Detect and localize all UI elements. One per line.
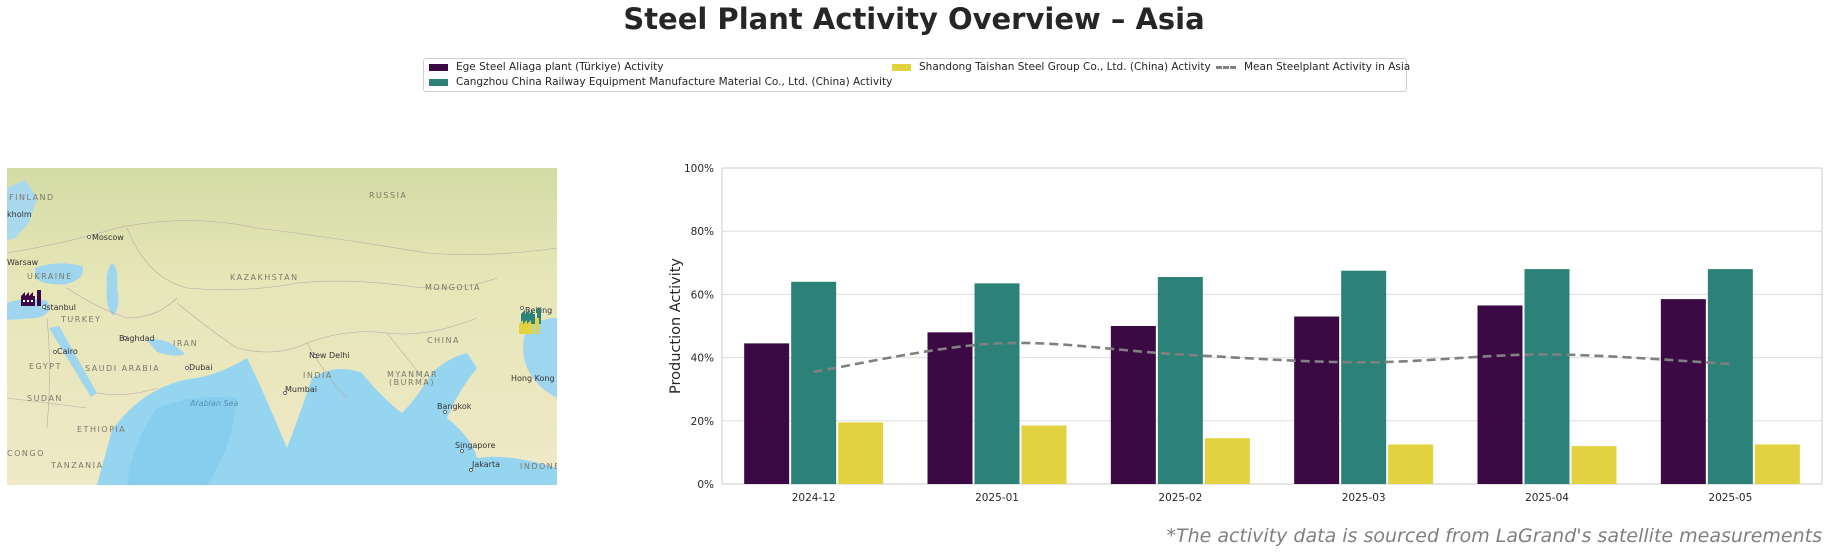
x-tick-label: 2025-03 — [1342, 492, 1386, 503]
map-label: ETHIOPIA — [77, 425, 126, 434]
footnote: *The activity data is sourced from LaGra… — [1166, 525, 1822, 547]
legend-label: Shandong Taishan Steel Group Co., Ltd. (… — [919, 61, 1211, 73]
bar — [1571, 446, 1617, 484]
y-axis-label: Production Activity — [668, 258, 684, 394]
factory-icon-ege — [21, 290, 41, 306]
asia-map: FINLAND RUSSIA kholm Moscow Warsaw UKRAI… — [7, 168, 557, 485]
map-label: MYANMAR — [387, 370, 438, 379]
legend-swatch — [892, 63, 911, 71]
legend-swatch — [429, 78, 448, 86]
map-label: UKRAINE — [27, 272, 73, 281]
map-label: Moscow — [92, 233, 124, 242]
map-label: Bangkok — [437, 402, 472, 411]
bar — [1157, 277, 1203, 484]
legend-swatch — [429, 63, 448, 71]
map-label: (BURMA) — [389, 378, 435, 387]
bar — [1524, 269, 1570, 484]
map-east-sea — [523, 318, 557, 398]
legend-label: Ege Steel Aliaga plant (Türkiye) Activit… — [456, 61, 664, 73]
map-label: New Delhi — [309, 351, 350, 360]
map-caspian-sea — [106, 263, 119, 316]
map-label: Singapore — [455, 441, 495, 450]
map-black-sea — [35, 263, 83, 285]
map-label: Baghdad — [119, 334, 155, 343]
y-tick-label: 100% — [684, 163, 714, 175]
map-label: EGYPT — [29, 362, 62, 371]
y-tick-label: 80% — [691, 226, 714, 238]
legend-label: Cangzhou China Railway Equipment Manufac… — [456, 76, 893, 88]
page-title: Steel Plant Activity Overview – Asia — [623, 2, 1205, 36]
map-label: Dubai — [189, 363, 212, 372]
map-label: SAUDI ARABIA — [85, 364, 160, 373]
y-tick-label: 20% — [691, 416, 714, 428]
map-borders — [7, 220, 557, 429]
x-tick-label: 2025-02 — [1158, 492, 1202, 503]
bar — [1294, 316, 1340, 484]
chart-svg: 0% 20% 40% 60% 80% 100% Production Activity 202… — [668, 163, 1823, 504]
map-label: kholm — [7, 210, 32, 219]
mean-activity-line — [813, 341, 1731, 374]
map-labels: FINLAND RUSSIA kholm Moscow Warsaw UKRAI… — [7, 191, 557, 471]
map-label: IRAN — [173, 339, 198, 348]
bar — [974, 283, 1020, 484]
x-tick-label: 2025-04 — [1525, 492, 1569, 503]
y-tick-label: 40% — [691, 353, 714, 365]
y-tick-label: 0% — [697, 479, 714, 491]
x-tick-label: 2025-01 — [975, 492, 1019, 503]
chart-legend: Ege Steel Aliaga plant (Türkiye) Activit… — [423, 58, 1410, 92]
bar — [744, 343, 790, 484]
bar — [1660, 299, 1706, 484]
x-tick-label: 2024-12 — [792, 492, 836, 503]
map-label: Cairo — [57, 347, 78, 356]
bar — [1477, 305, 1523, 484]
legend-item-mean: Mean Steelplant Activity in Asia — [1216, 61, 1410, 73]
map-label: FINLAND — [9, 193, 55, 202]
map-label: Hong Kong — [511, 374, 555, 383]
plot-frame — [721, 167, 1823, 485]
legend-item-ege: Ege Steel Aliaga plant (Türkiye) Activit… — [429, 61, 663, 73]
map-label: SUDAN — [27, 394, 63, 403]
map-label: MONGOLIA — [425, 283, 481, 292]
factory-icon-shandong — [519, 318, 539, 334]
bar — [1707, 269, 1753, 484]
x-tick-label: 2025-05 — [1708, 492, 1752, 503]
map-label: Warsaw — [7, 258, 39, 267]
map-label: INDIA — [303, 371, 333, 380]
map-label: CONGO — [7, 449, 45, 458]
map-label: Arabian Sea — [189, 399, 238, 408]
bar — [1341, 270, 1387, 484]
legend-item-cangzhou: Cangzhou China Railway Equipment Manufac… — [429, 76, 892, 88]
bar — [1204, 438, 1250, 484]
bar — [1388, 444, 1434, 484]
bar — [927, 332, 973, 484]
y-tick-label: 60% — [691, 289, 714, 301]
map-label: TURKEY — [60, 315, 102, 324]
map-svg: FINLAND RUSSIA kholm Moscow Warsaw UKRAI… — [7, 168, 557, 485]
map-label: INDONE — [520, 462, 557, 471]
map-city-dots — [42, 235, 524, 472]
legend-label: Mean Steelplant Activity in Asia — [1244, 61, 1411, 73]
bar — [1754, 444, 1800, 484]
map-persian-gulf — [147, 339, 185, 356]
map-label: CHINA — [427, 336, 460, 345]
bar — [838, 422, 884, 484]
map-arabian-deep — [127, 396, 237, 485]
bar — [791, 281, 837, 484]
map-label: Mumbai — [285, 385, 317, 394]
map-label: Jakarta — [471, 460, 500, 469]
map-land — [7, 168, 557, 485]
legend-item-shandong: Shandong Taishan Steel Group Co., Ltd. (… — [892, 61, 1211, 73]
map-label: RUSSIA — [369, 191, 407, 200]
map-label: Istanbul — [44, 303, 76, 312]
map-label: TANZANIA — [50, 461, 104, 470]
legend-dash-swatch — [1216, 65, 1236, 69]
map-baltic — [7, 180, 37, 240]
map-label: KAZAKHSTAN — [230, 273, 299, 282]
bar — [1021, 425, 1067, 484]
map-red-sea — [49, 326, 97, 397]
factory-icon-cangzhou — [521, 308, 541, 324]
activity-chart: 0% 20% 40% 60% 80% 100% Production Activity 202… — [650, 158, 1825, 507]
